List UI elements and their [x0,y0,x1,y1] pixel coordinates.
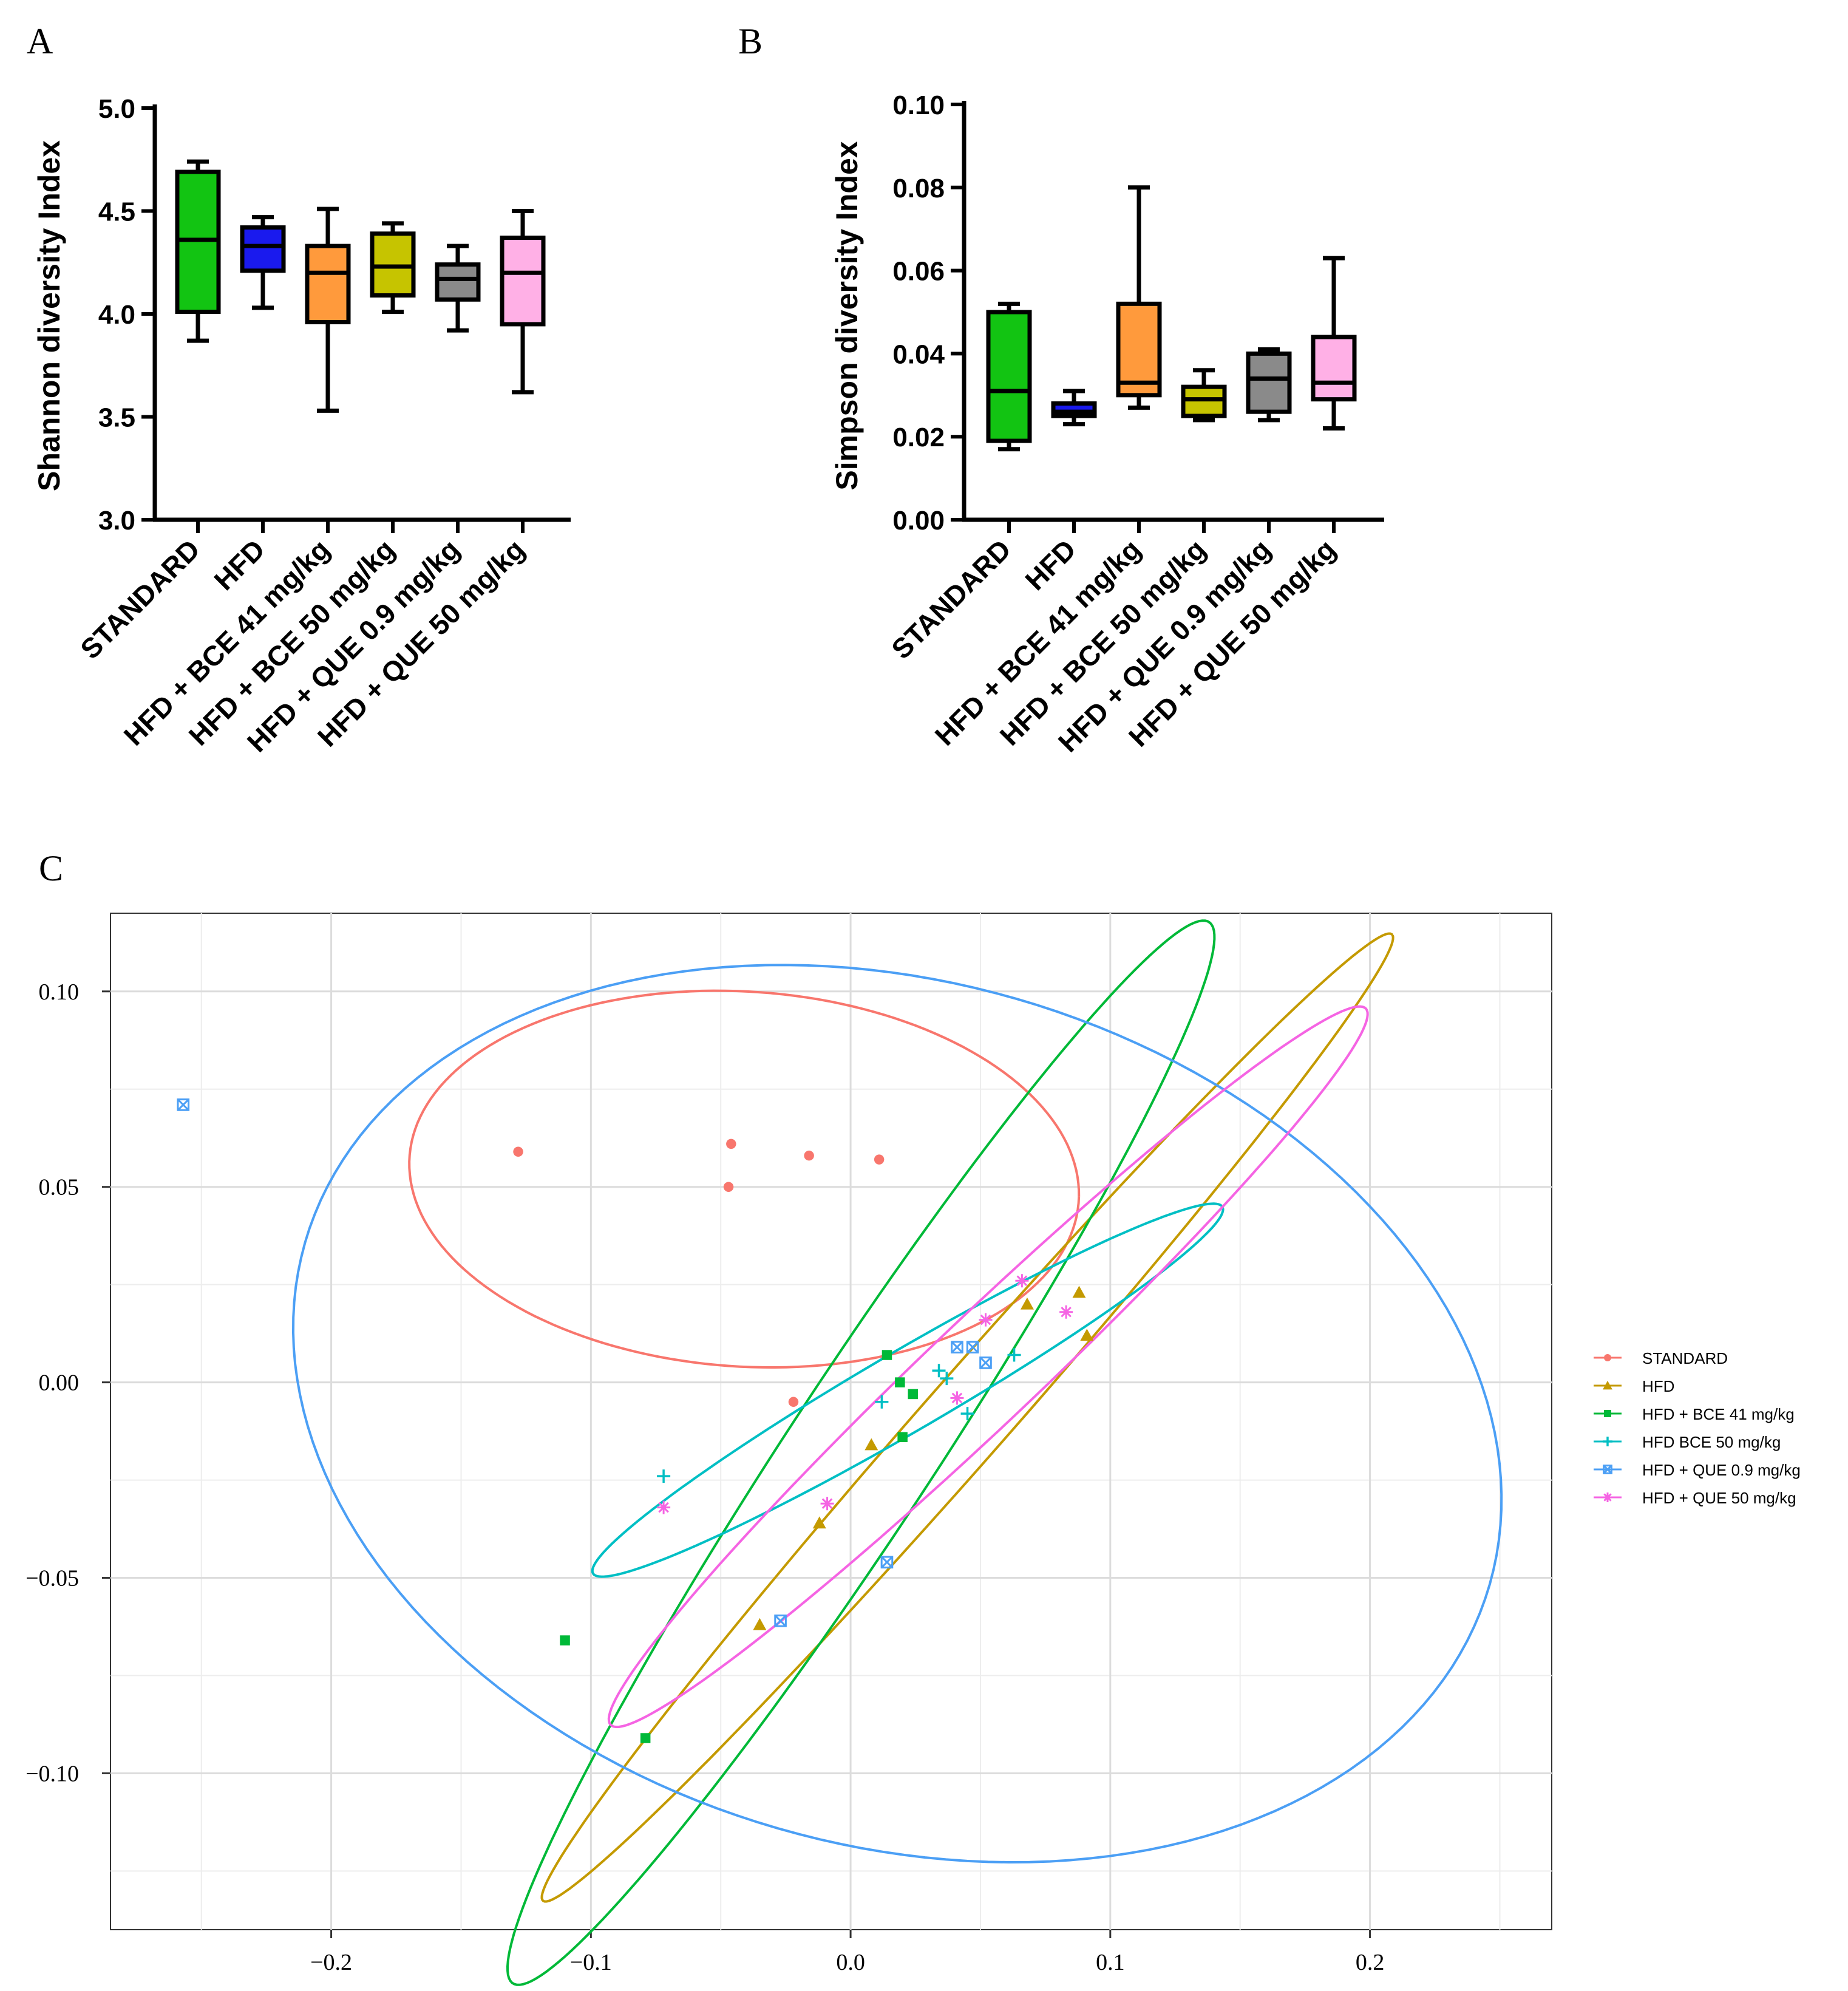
data-point [1603,1381,1612,1390]
box [1311,335,1357,402]
y-tick-label: 4.5 [98,197,135,227]
x-tick-label: −0.2 [310,1950,352,1975]
data-point [1603,1492,1612,1502]
data-point [874,1154,885,1165]
y-tick-label: 5.0 [98,94,135,124]
legend-label: HFD BCE 50 mg/kg [1642,1433,1781,1451]
data-point [560,1635,570,1646]
data-point [774,1615,787,1627]
panel-label-b: B [738,21,763,61]
legend: STANDARD HFD HFD + BCE 41 mg/kg HFD BCE 50 … [1594,1349,1801,1507]
y-tick-label: 3.5 [98,403,135,433]
data-point [960,1407,974,1421]
y-axis-label-simpson: Simpson diversity Index [830,141,864,490]
legend-label: HFD + BCE 41 mg/kg [1642,1405,1795,1423]
y-tick-label: 3.0 [98,506,135,536]
data-point [940,1372,954,1386]
data-point [513,1146,523,1157]
data-point [1603,1465,1612,1474]
data-point [1604,1354,1611,1361]
data-point [812,1516,826,1529]
box [1116,301,1162,398]
box [986,310,1032,443]
box [305,243,351,325]
panel-label-a: A [27,21,53,61]
data-point [1015,1274,1029,1288]
data-point [1604,1410,1611,1417]
data-point [1603,1437,1612,1446]
pcoa-scatter-plot: −0.2 −0.1 0.0 0.1 0.2 −0.10 −0.05 0.00 0.05 0.10 [25,913,1552,1986]
confidence-ellipse [591,1202,1225,1578]
data-point [657,1500,671,1514]
data-point [932,1364,946,1378]
y-tick-label: 0.06 [892,257,945,287]
legend-label: STANDARD [1642,1349,1728,1367]
data-point [865,1438,878,1451]
y-tick-label: −0.05 [25,1566,79,1591]
x-tick-label: 0.2 [1356,1950,1385,1975]
data-point [1072,1285,1086,1298]
data-point [726,1138,736,1149]
box [435,262,481,302]
data-point [979,1313,993,1327]
y-tick-label: 0.05 [39,1175,80,1200]
panel-label-c: C [39,848,63,888]
y-tick-label: 0.08 [892,174,945,203]
plot-area [110,913,1552,1930]
y-tick-label: 0.00 [39,1370,80,1396]
data-point [908,1389,918,1400]
y-axis-label-shannon: Shannon diversity Index [32,140,66,491]
y-tick-label: 0.02 [892,423,945,452]
data-point [1059,1305,1073,1319]
box-plot-shannon: Shannon diversity Index 3.0 3.5 4.0 4.5 5.0 S… [32,94,571,758]
confidence-ellipse [540,932,1394,1903]
category-label: STANDARD [74,533,206,665]
data-point [1020,1297,1034,1310]
data-point [882,1350,892,1360]
box [240,225,286,273]
data-point [753,1618,767,1630]
confidence-ellipse [607,1005,1369,1729]
data-point [788,1397,799,1407]
box-plot-simpson: Simpson diversity Index 0.00 0.02 0.04 0.06… [830,90,1384,758]
y-tick-label: 4.0 [98,300,135,330]
data-point [657,1469,671,1483]
confidence-ellipse [408,989,1081,1369]
x-tick-label: 0.1 [1096,1950,1125,1975]
y-tick-label: 0.00 [892,506,945,536]
data-point [820,1497,834,1511]
x-tick-label: −0.1 [570,1950,612,1975]
data-point [951,1341,963,1353]
y-tick-label: −0.10 [25,1761,79,1786]
data-point [897,1432,908,1443]
box [500,236,546,327]
data-point [1007,1348,1021,1362]
confidence-ellipse [291,964,1503,1864]
data-point [177,1098,190,1111]
category-label: STANDARD [885,533,1017,665]
data-point [966,1341,979,1353]
data-point [723,1182,734,1192]
legend-label: HFD + QUE 0.9 mg/kg [1642,1461,1801,1479]
legend-label: HFD + QUE 50 mg/kg [1642,1489,1796,1507]
confidence-ellipse [506,919,1216,1986]
data-point [1080,1329,1094,1341]
y-tick-label: 0.10 [39,979,80,1005]
y-tick-label: 0.10 [892,90,945,120]
data-point [875,1395,889,1409]
legend-label: HFD [1642,1377,1674,1395]
data-point [640,1733,651,1743]
data-point [979,1356,992,1369]
data-point [950,1391,964,1405]
y-tick-label: 0.04 [892,339,945,369]
data-point [880,1556,894,1569]
box [1246,351,1292,414]
data-point [804,1150,814,1161]
x-tick-label: 0.0 [836,1950,865,1975]
data-point [895,1377,905,1387]
